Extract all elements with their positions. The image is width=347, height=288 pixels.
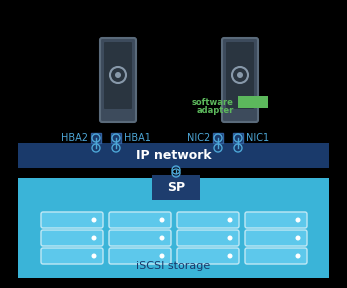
Text: NIC2: NIC2 [187, 133, 210, 143]
FancyBboxPatch shape [41, 230, 103, 246]
Text: iSCSI storage: iSCSI storage [136, 261, 211, 271]
Bar [238, 96, 268, 108]
Circle shape [296, 217, 301, 223]
FancyBboxPatch shape [177, 212, 239, 228]
Text: IP network: IP network [136, 149, 211, 162]
FancyBboxPatch shape [109, 230, 171, 246]
Bar [152, 175, 200, 200]
Circle shape [237, 72, 243, 78]
Circle shape [92, 253, 96, 259]
Text: adapter: adapter [197, 106, 234, 115]
Text: HBA2: HBA2 [61, 133, 88, 143]
Circle shape [228, 236, 232, 240]
Circle shape [160, 253, 164, 259]
FancyBboxPatch shape [226, 42, 254, 109]
Circle shape [296, 236, 301, 240]
Bar [213, 133, 223, 143]
FancyBboxPatch shape [177, 230, 239, 246]
Text: NIC1: NIC1 [246, 133, 269, 143]
FancyBboxPatch shape [41, 248, 103, 264]
Circle shape [228, 217, 232, 223]
FancyBboxPatch shape [41, 212, 103, 228]
FancyBboxPatch shape [245, 248, 307, 264]
Bar [91, 133, 101, 143]
Circle shape [160, 236, 164, 240]
FancyBboxPatch shape [177, 248, 239, 264]
FancyBboxPatch shape [100, 38, 136, 122]
Circle shape [92, 217, 96, 223]
FancyBboxPatch shape [222, 38, 258, 122]
FancyBboxPatch shape [245, 212, 307, 228]
Text: HBA1: HBA1 [124, 133, 151, 143]
Circle shape [228, 253, 232, 259]
Bar [233, 133, 243, 143]
FancyBboxPatch shape [109, 248, 171, 264]
Bar [18, 143, 329, 168]
FancyBboxPatch shape [109, 212, 171, 228]
Text: SP: SP [167, 181, 185, 194]
Circle shape [160, 217, 164, 223]
Circle shape [296, 253, 301, 259]
Bar [111, 133, 121, 143]
FancyBboxPatch shape [104, 42, 132, 109]
Bar [18, 178, 329, 278]
FancyBboxPatch shape [245, 230, 307, 246]
Circle shape [92, 236, 96, 240]
Text: software: software [192, 98, 234, 107]
Circle shape [115, 72, 121, 78]
